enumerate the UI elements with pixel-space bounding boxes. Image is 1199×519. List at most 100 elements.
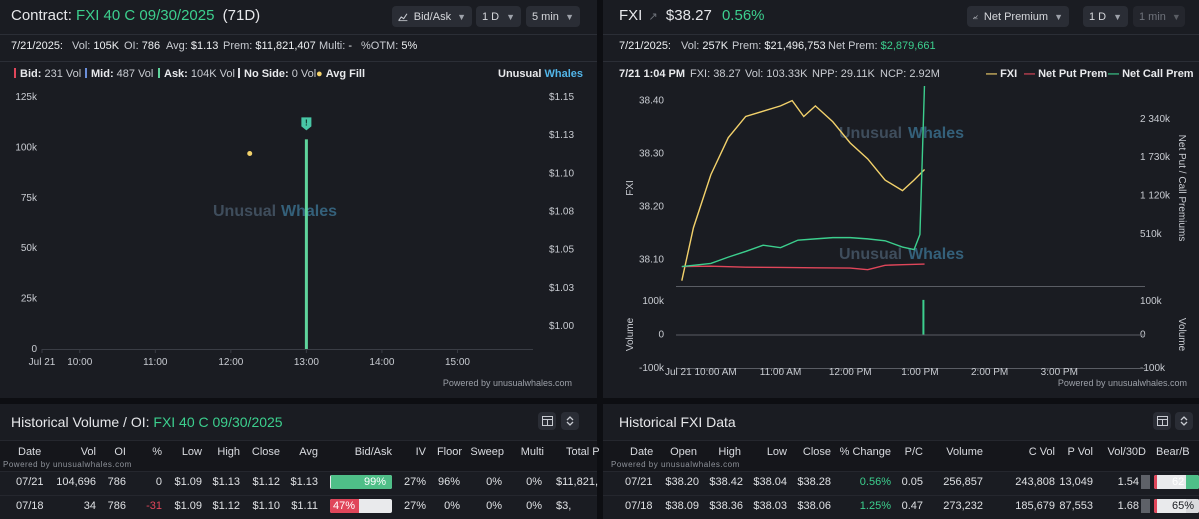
col-close[interactable]: Close — [802, 446, 831, 458]
y2-tick-label: $1.08 — [549, 207, 574, 218]
chart-mode-value: Net Premium — [983, 10, 1049, 23]
powered-by[interactable]: Powered by unusualwhales.com — [1057, 378, 1187, 388]
bear-fill — [1154, 499, 1157, 513]
historical-fxi-title: Historical FXI Data — [619, 414, 736, 430]
x-tick-label: 11:00 — [143, 357, 168, 368]
col-vol[interactable]: Vol — [80, 446, 96, 458]
table-cell: $1.13 — [290, 476, 318, 488]
col-bear-bull[interactable]: Bear/B — [1156, 446, 1190, 458]
col-sweep[interactable]: Sweep — [470, 446, 504, 458]
flag-marker-icon[interactable] — [301, 117, 312, 131]
table-cell: 87,553 — [1059, 500, 1093, 512]
col-oi[interactable]: OI — [114, 446, 126, 458]
volume-y2-tick-label: -100k — [1140, 363, 1166, 374]
col-date[interactable]: Date — [630, 446, 654, 458]
y-tick-label: 0 — [31, 344, 37, 355]
table-cell: 07/18 — [625, 500, 653, 512]
legend-bid[interactable]: Bid: 231 Vol — [14, 68, 81, 80]
legend-no-side[interactable]: No Side: 0 Vol — [238, 68, 316, 80]
legend-mid[interactable]: Mid: 487 Vol — [85, 68, 153, 80]
ticker-premium-chart[interactable]: Unusual Whales Unusual Whales 38.40 38.30… — [603, 86, 1199, 386]
col-pvol[interactable]: P Vol — [1067, 446, 1094, 458]
col-high[interactable]: High — [718, 446, 741, 458]
ask-volume-bar[interactable] — [304, 139, 308, 349]
table-row[interactable]: 07/21 $38.20 $38.42 $38.04 $38.28 0.56% 0.05 25… — [603, 471, 1199, 493]
legend-avg-fill[interactable]: ● Avg Fill — [316, 68, 366, 80]
historical-contract[interactable]: FXI 40 C 09/30/2025 — [153, 414, 283, 430]
bull-fill — [1185, 499, 1199, 513]
col-pct[interactable]: % — [152, 446, 162, 458]
chevron-down-icon: ▼ — [1113, 11, 1122, 22]
table-row[interactable]: 07/18 $38.09 $38.36 $38.03 $38.06 1.25% 0.47 27… — [603, 495, 1199, 517]
contract-name[interactable]: FXI 40 C 09/30/2025 — [76, 7, 215, 24]
table-cell: $38.03 — [753, 500, 787, 512]
table-icon — [541, 416, 553, 426]
table-cell: 0 — [155, 476, 162, 488]
external-link-icon[interactable]: ↗ — [648, 11, 658, 23]
table-cell: 0% — [486, 500, 502, 512]
col-vol30d[interactable]: Vol/30D — [1107, 446, 1146, 458]
y-tick-label: 75k — [21, 193, 38, 204]
col-low[interactable]: Low — [181, 446, 202, 458]
avg-fill-point[interactable] — [247, 151, 253, 157]
legend-net-put[interactable]: — Net Put Prem — [1024, 68, 1108, 80]
volume-bar[interactable] — [922, 299, 925, 335]
legend-fxi[interactable]: — FXI — [986, 68, 1018, 80]
col-floor[interactable]: Floor — [436, 446, 462, 458]
volume-y-tick-label: -100k — [639, 363, 665, 374]
col-multi[interactable]: Multi — [520, 446, 544, 458]
chart-mode-select[interactable]: Net Premium ▼ — [967, 6, 1069, 27]
export-button[interactable] — [1153, 412, 1171, 430]
col-iv[interactable]: IV — [415, 446, 426, 458]
col-avg[interactable]: Avg — [299, 446, 318, 458]
net-put-prem-line[interactable] — [681, 263, 925, 271]
ticker-symbol[interactable]: FXI — [619, 7, 643, 24]
contract-volume-chart[interactable]: Unusual Whales 125k 100k 75k 50k 25k 0 $1.15 $1… — [0, 88, 597, 388]
net-call-prem-line[interactable] — [681, 86, 926, 268]
table-header: Date Vol OI % Low High Close Avg Bid/Ask… — [0, 441, 600, 471]
table-cell: $38.42 — [709, 476, 743, 488]
stats-otm: %OTM: 5% — [361, 40, 418, 52]
x-tick-label: 2:00 PM — [971, 367, 1008, 378]
col-cvol[interactable]: C Vol — [1028, 446, 1055, 458]
col-volume[interactable]: Volume — [946, 446, 983, 458]
expand-button[interactable] — [1175, 412, 1193, 430]
volume-y-tick-label: 100k — [642, 296, 665, 307]
col-close[interactable]: Close — [251, 446, 280, 458]
range-select[interactable]: 1 D ▼ — [476, 6, 521, 27]
vol30-bar — [1141, 475, 1150, 489]
table-row[interactable]: 07/18 34 786 -31 $1.09 $1.12 $1.10 $1.11 47% 27% 0… — [0, 495, 597, 517]
table-cell: $1.12 — [252, 476, 280, 488]
stats-oi: OI: 786 — [124, 40, 161, 52]
powered-by[interactable]: Powered by unusualwhales.com — [442, 378, 572, 388]
fxi-price-line[interactable] — [681, 99, 926, 281]
y2-tick-label: 2 340k — [1140, 114, 1171, 125]
table-cell: 27% — [403, 500, 426, 512]
col-bidask[interactable]: Bid/Ask — [354, 446, 392, 458]
col-date[interactable]: Date — [18, 446, 42, 458]
bid-ask-fill — [330, 499, 360, 513]
export-button[interactable] — [538, 412, 556, 430]
col-total[interactable]: Total P — [566, 446, 600, 458]
col-low[interactable]: Low — [766, 446, 787, 458]
col-high[interactable]: High — [217, 446, 240, 458]
col-open[interactable]: Open — [670, 446, 697, 458]
range-select[interactable]: 1 D ▼ — [1083, 6, 1128, 27]
legend-net-call[interactable]: — Net Call Prem — [1108, 68, 1194, 80]
range-value: 1 D — [1089, 10, 1107, 23]
table-row[interactable]: 07/21 104,696 786 0 $1.09 $1.13 $1.12 $1.13 99% 2… — [0, 471, 598, 493]
col-change[interactable]: % Change — [839, 446, 891, 458]
expand-button[interactable] — [561, 412, 579, 430]
interval-value: 5 min — [532, 10, 559, 23]
interval-select[interactable]: 1 min ▼ — [1133, 6, 1185, 27]
table-cell: 0% — [526, 476, 542, 488]
table-cell: $3, — [556, 500, 572, 512]
tooltip-ncp: NCP: 2.92M — [880, 68, 940, 80]
table-cell: 0.56% — [859, 476, 891, 488]
chart-mode-select[interactable]: Bid/Ask ▼ — [392, 6, 472, 27]
interval-select[interactable]: 5 min ▼ — [526, 6, 580, 27]
legend-ask[interactable]: Ask: 104K Vol — [158, 68, 235, 80]
bear-fill — [1154, 475, 1157, 489]
col-pc[interactable]: P/C — [904, 446, 923, 458]
table-cell: -31 — [146, 500, 162, 512]
